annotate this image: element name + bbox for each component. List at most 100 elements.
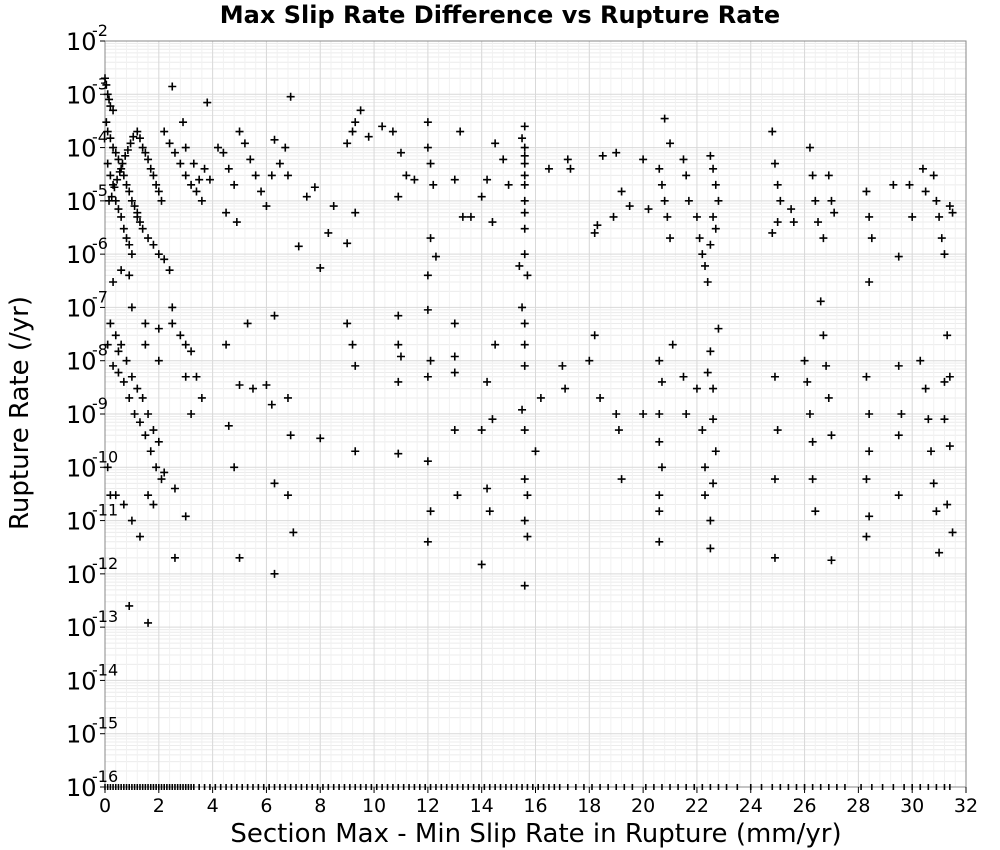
data-point (121, 151, 130, 160)
data-point (426, 356, 435, 365)
data-point (119, 171, 128, 180)
data-point (240, 139, 249, 148)
data-point (520, 361, 529, 370)
data-point (275, 159, 284, 168)
x-tick-label: 20 (631, 795, 655, 817)
data-point (918, 164, 927, 173)
data-point (270, 135, 279, 144)
data-point (483, 175, 492, 184)
data-point (160, 127, 169, 136)
y-tick-label-base: 10 (66, 348, 97, 376)
data-point (343, 239, 352, 248)
data-point (563, 155, 572, 164)
data-point (187, 180, 196, 189)
data-point (625, 202, 634, 211)
data-point (192, 372, 201, 381)
data-point (160, 255, 169, 264)
data-point (655, 410, 664, 418)
data-point (181, 340, 190, 349)
data-point (945, 372, 954, 381)
data-point (351, 208, 360, 217)
data-point (125, 393, 134, 402)
data-point (364, 132, 373, 141)
data-point (203, 98, 212, 107)
data-point (165, 139, 174, 148)
data-point (808, 475, 817, 484)
data-point (660, 196, 669, 205)
data-point (181, 372, 190, 381)
y-tick-label-base: 10 (66, 561, 97, 589)
data-point (181, 143, 190, 152)
data-point (889, 180, 898, 189)
data-point (520, 122, 529, 131)
data-point (598, 151, 607, 160)
data-point (945, 202, 954, 211)
data-point (103, 90, 112, 99)
data-point (617, 187, 626, 196)
chart-title: Max Slip Rate Difference vs Rupture Rate (220, 1, 780, 29)
data-point (921, 384, 930, 393)
data-point (703, 368, 712, 377)
data-point (316, 263, 325, 272)
data-point (431, 252, 440, 261)
data-point (867, 234, 876, 243)
data-point (706, 516, 715, 525)
data-point (805, 410, 814, 418)
data-point (803, 377, 812, 386)
data-point (356, 106, 365, 115)
x-tick-label: 12 (416, 795, 440, 817)
y-tick-label-base: 10 (66, 188, 97, 216)
data-point (118, 159, 127, 168)
data-point (827, 196, 836, 205)
data-point (485, 507, 494, 516)
data-point (127, 516, 136, 525)
data-point (698, 426, 707, 435)
data-point (706, 347, 715, 356)
data-point (224, 421, 233, 430)
data-point (157, 475, 166, 484)
data-point (787, 205, 796, 214)
data-point (122, 234, 131, 243)
x-tick-label: 18 (577, 795, 601, 817)
data-point (267, 400, 276, 409)
data-point (423, 271, 432, 280)
data-point (267, 171, 276, 180)
data-point (119, 500, 128, 509)
data-point (195, 175, 204, 184)
data-point (181, 171, 190, 180)
data-point (819, 234, 828, 243)
data-point (423, 143, 432, 152)
data-point (504, 180, 513, 189)
data-point (701, 261, 710, 270)
data-point (133, 212, 142, 221)
y-tick-label-exponent: -12 (92, 554, 118, 573)
y-tick-label-exponent: -13 (92, 607, 118, 626)
data-point (590, 228, 599, 237)
data-point (483, 484, 492, 493)
data-point (378, 122, 387, 131)
data-point (144, 618, 153, 627)
data-point (426, 507, 435, 516)
data-point (816, 297, 825, 306)
data-point (106, 102, 115, 111)
data-point (146, 447, 155, 456)
data-point (862, 372, 871, 381)
data-point (243, 319, 252, 328)
x-tick-label: 14 (470, 795, 494, 817)
x-tick-label: 2 (153, 795, 165, 817)
data-point (189, 159, 198, 168)
data-point (684, 196, 693, 205)
data-point (426, 234, 435, 243)
data-point (192, 187, 201, 196)
data-point (127, 196, 136, 205)
data-point (410, 175, 419, 184)
y-tick-label-base: 10 (66, 241, 97, 269)
data-point (394, 449, 403, 458)
y-tick-label-base: 10 (66, 454, 97, 482)
data-point (523, 532, 532, 541)
data-point (811, 196, 820, 205)
data-point (536, 393, 545, 402)
data-point (593, 221, 602, 230)
data-point (111, 196, 120, 205)
data-point (257, 187, 266, 196)
